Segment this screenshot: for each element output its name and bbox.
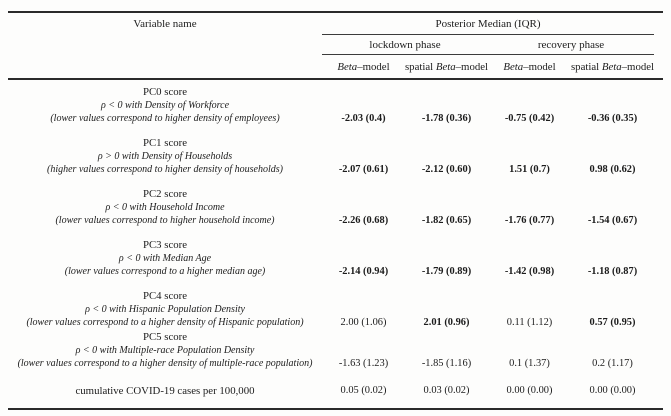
value-cell: 0.1 (1.37) bbox=[509, 357, 550, 369]
variable-cell: PC4 score ρ < 0 with Hispanic Population… bbox=[8, 290, 322, 329]
value-cell: 1.51 (0.7) bbox=[509, 163, 550, 175]
value-cell: -2.12 (0.60) bbox=[421, 163, 472, 175]
variable-cell: PC3 score ρ < 0 with Median Age (lower v… bbox=[8, 239, 322, 278]
variable-note: (lower values correspond to a higher den… bbox=[26, 317, 304, 328]
column-header-beta-model-lockdown: Beta –model bbox=[322, 55, 405, 78]
value-cell: -1.42 (0.98) bbox=[504, 265, 555, 277]
value-cell: -2.03 (0.4) bbox=[341, 112, 386, 124]
value-cell: 0.11 (1.12) bbox=[506, 316, 553, 328]
variable-title: PC5 score bbox=[142, 331, 188, 343]
table-row-pc0: PC0 score ρ < 0 with Density of Workforc… bbox=[8, 80, 663, 125]
value-cell: -2.26 (0.68) bbox=[338, 214, 389, 226]
model-label-italic: Beta bbox=[435, 60, 456, 73]
column-header-recovery-phase: recovery phase bbox=[488, 35, 654, 55]
variable-title: PC4 score bbox=[142, 290, 188, 302]
value-cell: -1.18 (0.87) bbox=[587, 265, 638, 277]
column-header-posterior-median: Posterior Median (IQR) bbox=[322, 13, 654, 35]
variable-note: (lower values correspond to higher house… bbox=[55, 215, 275, 226]
value-cell: -1.79 (0.89) bbox=[421, 265, 472, 277]
variable-correlation: ρ < 0 with Density of Workforce bbox=[100, 100, 230, 111]
variable-cell: PC1 score ρ > 0 with Density of Househol… bbox=[8, 137, 322, 176]
column-header-spatial-beta-model-recovery: spatial Beta –model bbox=[571, 55, 654, 78]
variable-cell: cumulative COVID-19 cases per 100,000 bbox=[8, 384, 322, 399]
variable-title: PC2 score bbox=[142, 188, 188, 200]
model-label-prefix: spatial bbox=[404, 60, 436, 73]
model-label-italic: Beta bbox=[503, 60, 524, 73]
model-label-suffix: –model bbox=[455, 60, 489, 73]
variable-title: cumulative COVID-19 cases per 100,000 bbox=[75, 385, 255, 397]
table-header: Variable name Posterior Median (IQR) loc… bbox=[8, 13, 663, 78]
variable-title: PC0 score bbox=[142, 86, 188, 98]
value-cell: 0.57 (0.95) bbox=[589, 316, 636, 328]
variable-correlation: ρ > 0 with Density of Households bbox=[97, 151, 233, 162]
table-row-pc2: PC2 score ρ < 0 with Household Income (l… bbox=[8, 176, 663, 227]
value-cell: -0.75 (0.42) bbox=[504, 112, 555, 124]
model-label-italic: Beta bbox=[337, 60, 358, 73]
value-cell: -1.85 (1.16) bbox=[421, 357, 472, 369]
value-cell: -1.82 (0.65) bbox=[421, 214, 472, 226]
model-label-suffix: –model bbox=[621, 60, 655, 73]
variable-correlation: ρ < 0 with Hispanic Population Density bbox=[85, 304, 245, 315]
table-row-pc4: PC4 score ρ < 0 with Hispanic Population… bbox=[8, 278, 663, 329]
column-header-variable-name: Variable name bbox=[133, 17, 197, 30]
top-rule bbox=[8, 11, 663, 13]
variable-cell: PC2 score ρ < 0 with Household Income (l… bbox=[8, 188, 322, 227]
column-header-beta-model-recovery: Beta –model bbox=[488, 55, 571, 78]
value-cell: 2.01 (0.96) bbox=[423, 316, 470, 328]
value-cell: -0.36 (0.35) bbox=[587, 112, 638, 124]
model-label-prefix: spatial bbox=[570, 60, 602, 73]
value-cell: 0.00 (0.00) bbox=[589, 385, 636, 396]
value-cell: 0.03 (0.02) bbox=[423, 385, 470, 396]
variable-note: (higher values correspond to higher dens… bbox=[47, 164, 283, 175]
variable-cell: PC0 score ρ < 0 with Density of Workforc… bbox=[8, 86, 322, 125]
value-cell: 0.00 (0.00) bbox=[506, 385, 553, 396]
value-cell: -2.14 (0.94) bbox=[338, 265, 389, 277]
column-header-lockdown-phase: lockdown phase bbox=[322, 35, 488, 55]
variable-correlation: ρ < 0 with Household Income bbox=[105, 202, 225, 213]
value-cell: 0.2 (1.17) bbox=[592, 357, 633, 369]
value-cell: -1.54 (0.67) bbox=[587, 214, 638, 226]
model-label-suffix: –model bbox=[523, 60, 556, 73]
table-row-pc1: PC1 score ρ > 0 with Density of Househol… bbox=[8, 125, 663, 176]
value-cell: -1.76 (0.77) bbox=[504, 214, 555, 226]
value-cell: -1.78 (0.36) bbox=[421, 112, 472, 124]
variable-cell: PC5 score ρ < 0 with Multiple-race Popul… bbox=[8, 331, 322, 370]
value-cell: 2.00 (1.06) bbox=[340, 316, 387, 328]
variable-correlation: ρ < 0 with Median Age bbox=[118, 253, 212, 264]
variable-correlation: ρ < 0 with Multiple-race Population Dens… bbox=[75, 345, 255, 356]
bottom-rule bbox=[8, 407, 663, 410]
variable-title: PC3 score bbox=[142, 239, 188, 251]
variable-title: PC1 score bbox=[142, 137, 188, 149]
table-row-pc3: PC3 score ρ < 0 with Median Age (lower v… bbox=[8, 227, 663, 278]
model-label-italic: Beta bbox=[601, 60, 622, 73]
value-cell: -1.63 (1.23) bbox=[338, 357, 389, 369]
value-cell: -2.07 (0.61) bbox=[338, 163, 389, 175]
variable-note: (lower values correspond to a higher den… bbox=[17, 358, 313, 369]
variable-note: (lower values correspond to higher densi… bbox=[50, 113, 280, 124]
value-cell: 0.05 (0.02) bbox=[340, 385, 387, 396]
column-header-spatial-beta-model-lockdown: spatial Beta –model bbox=[405, 55, 488, 78]
header-body-rule bbox=[8, 78, 663, 80]
table-row-cumulative-cases: cumulative COVID-19 cases per 100,000 0.… bbox=[8, 370, 663, 399]
value-cell: 0.98 (0.62) bbox=[589, 163, 636, 175]
model-label-suffix: –model bbox=[357, 60, 390, 73]
table-row-pc5: PC5 score ρ < 0 with Multiple-race Popul… bbox=[8, 329, 663, 370]
variable-note: (lower values correspond to a higher med… bbox=[64, 266, 266, 277]
